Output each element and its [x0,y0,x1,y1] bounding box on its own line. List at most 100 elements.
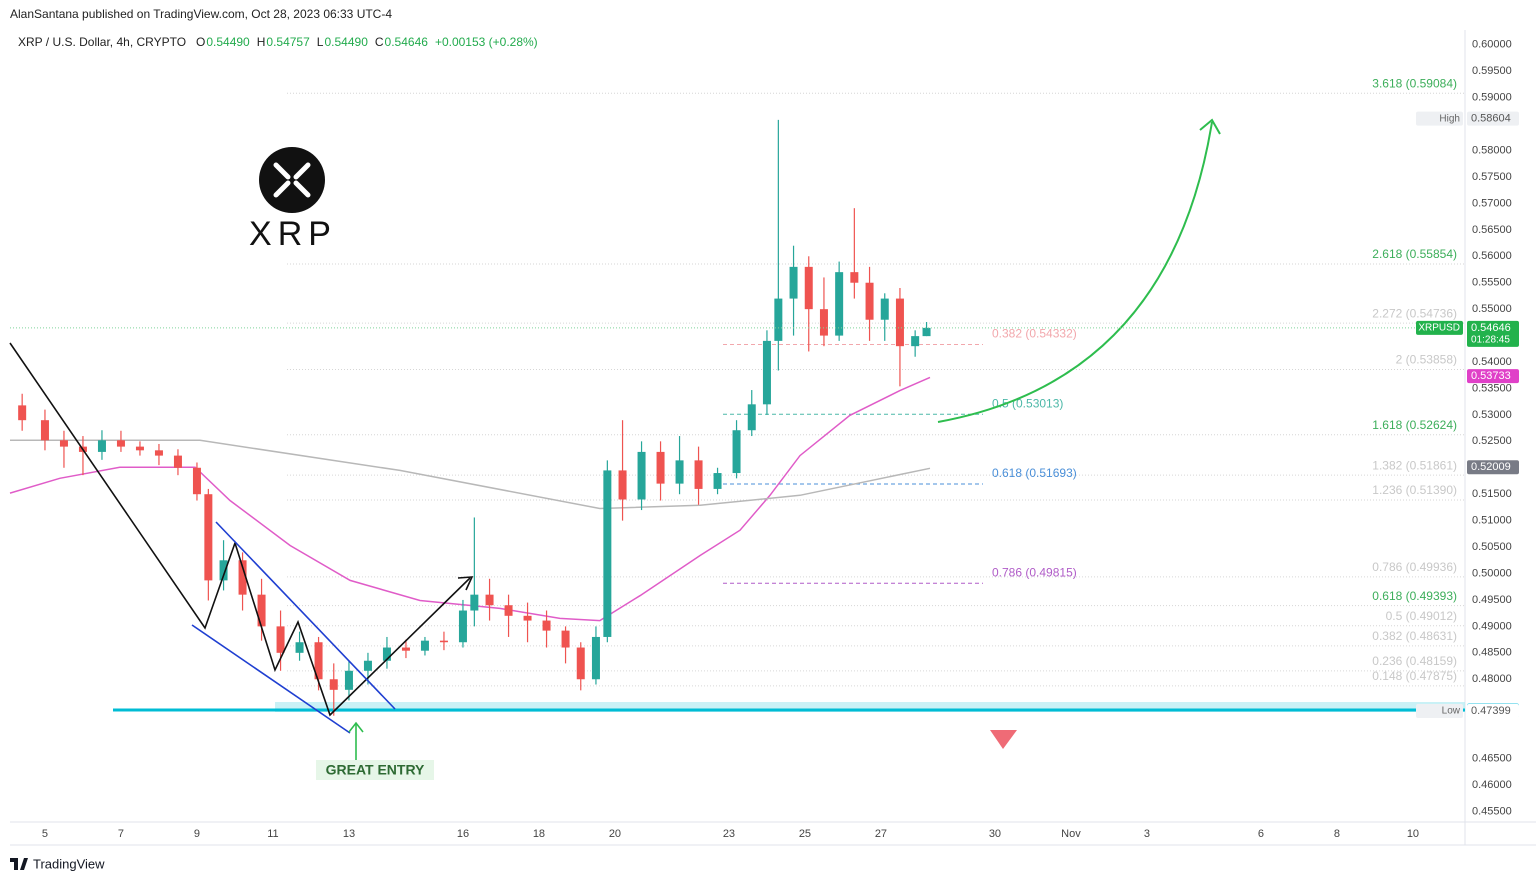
candle-body [911,336,920,347]
footer-logo [10,858,28,870]
price-tag: XRPUSD [1418,323,1460,334]
ohlc-key: C [375,35,384,49]
retracement-label: 0.5 (0.53013) [992,396,1063,410]
price-tag-box [1416,704,1463,719]
candle-body [561,630,570,648]
y-tick-label: 0.46500 [1472,752,1512,764]
fib-label: 2 (0.53858) [1396,353,1457,367]
x-tick-label: 6 [1258,828,1264,840]
x-tick-label: 10 [1407,828,1419,840]
ohlc-key: O [196,35,205,49]
projection-arrow [937,121,1213,423]
ohlc-change: +0.00153 (+0.28%) [435,35,538,49]
candle-body [675,460,684,484]
candle-body [204,494,213,581]
y-tick-label: 0.57500 [1472,171,1512,183]
y-tick-label: 0.56500 [1472,224,1512,236]
candle-body [835,272,844,336]
candle-body [97,440,106,452]
x-tick-label: 8 [1334,828,1340,840]
price-label-box [1467,460,1519,475]
candle-body [523,615,532,621]
fib-label: 2.272 (0.54736) [1372,306,1457,320]
candle-body [295,642,304,653]
candle-body [637,451,646,500]
y-tick-label: 0.50000 [1472,567,1512,579]
price-label-box [1467,111,1519,126]
candle-body [401,647,410,651]
y-tick-label: 0.55500 [1472,277,1512,289]
moving-average [9,376,931,622]
fib-label: 0.5 (0.49012) [1386,609,1457,623]
x-tick-label: 16 [457,828,469,840]
logo-mark [273,162,311,198]
x-tick-label: 7 [118,828,124,840]
y-tick-label: 0.49000 [1472,620,1512,632]
fib-label: 1.236 (0.51390) [1372,483,1457,497]
candle-body [276,626,285,653]
candle-body [865,282,874,320]
channel-lower [191,624,351,734]
y-tick-label: 0.60000 [1472,39,1512,51]
candle-body [880,298,889,320]
candle-body [789,266,798,299]
price-label: 0.53733 [1471,370,1511,382]
ohlc-value: 0.54646 [385,35,429,49]
retracement-label: 0.618 (0.51693) [992,466,1077,480]
candle-body [18,405,27,421]
x-tick-label: 9 [194,828,200,840]
candles [18,119,931,716]
candle-body [591,636,600,680]
zigzag-drawing [9,342,471,717]
candle-body [439,640,448,643]
x-tick-label: Nov [1061,828,1081,840]
y-tick-label: 0.51000 [1472,515,1512,527]
y-tick-label: 0.46000 [1472,779,1512,791]
price-label: 0.47399 [1471,705,1511,717]
candle-body [895,298,904,347]
retracement-label: 0.382 (0.54332) [992,327,1077,341]
candle-body [135,446,144,451]
candle-body [192,467,201,495]
candle-body [713,473,722,489]
fib-label: 1.382 (0.51861) [1372,458,1457,472]
price-tag-box [1416,320,1463,335]
symbol: XRP / U.S. Dollar, 4h, CRYPTO [18,35,186,49]
candle-body [804,266,813,310]
candle-body [329,679,338,690]
x-tick-label: 25 [799,828,811,840]
ohlc-value: 0.54490 [206,35,250,49]
y-tick-label: 0.59500 [1472,65,1512,77]
y-tick-label: 0.53000 [1472,409,1512,421]
candle-body [238,560,247,595]
retracement-label: 0.786 (0.49815) [992,565,1077,579]
candle-body [762,340,771,405]
candle-body [576,647,585,680]
moving-average [10,439,931,510]
entry-arrowhead [348,721,364,733]
candle-body [458,610,467,643]
candle-body [344,670,353,690]
y-tick-label: 0.49500 [1472,594,1512,606]
x-tick-label: 3 [1144,828,1150,840]
x-tick-label: 5 [42,828,48,840]
y-tick-label: 0.54000 [1472,356,1512,368]
annotation-bg [316,760,434,780]
y-tick-label: 0.45500 [1472,805,1512,817]
candle-body [40,420,49,441]
price-label: 0.58604 [1471,113,1511,125]
time-axis: 5 7 9 11 13 16 18 20 23 25 27 30 Nov 3 6 8 10 [42,828,1419,840]
price-label: 0.54646 [1471,322,1511,334]
x-tick-label: 27 [875,828,887,840]
ohlc-key: H [257,35,266,49]
candle-body [59,440,68,447]
candle-body [774,298,783,341]
x-tick-label: 23 [723,828,735,840]
price-axis: 0.45500 0.46000 0.46500 0.48000 0.48500 0.490… [1472,39,1512,818]
candle-body [257,594,266,627]
ohlc-value: 0.54490 [324,35,368,49]
candle-body [819,309,828,336]
candle-body [504,605,513,616]
